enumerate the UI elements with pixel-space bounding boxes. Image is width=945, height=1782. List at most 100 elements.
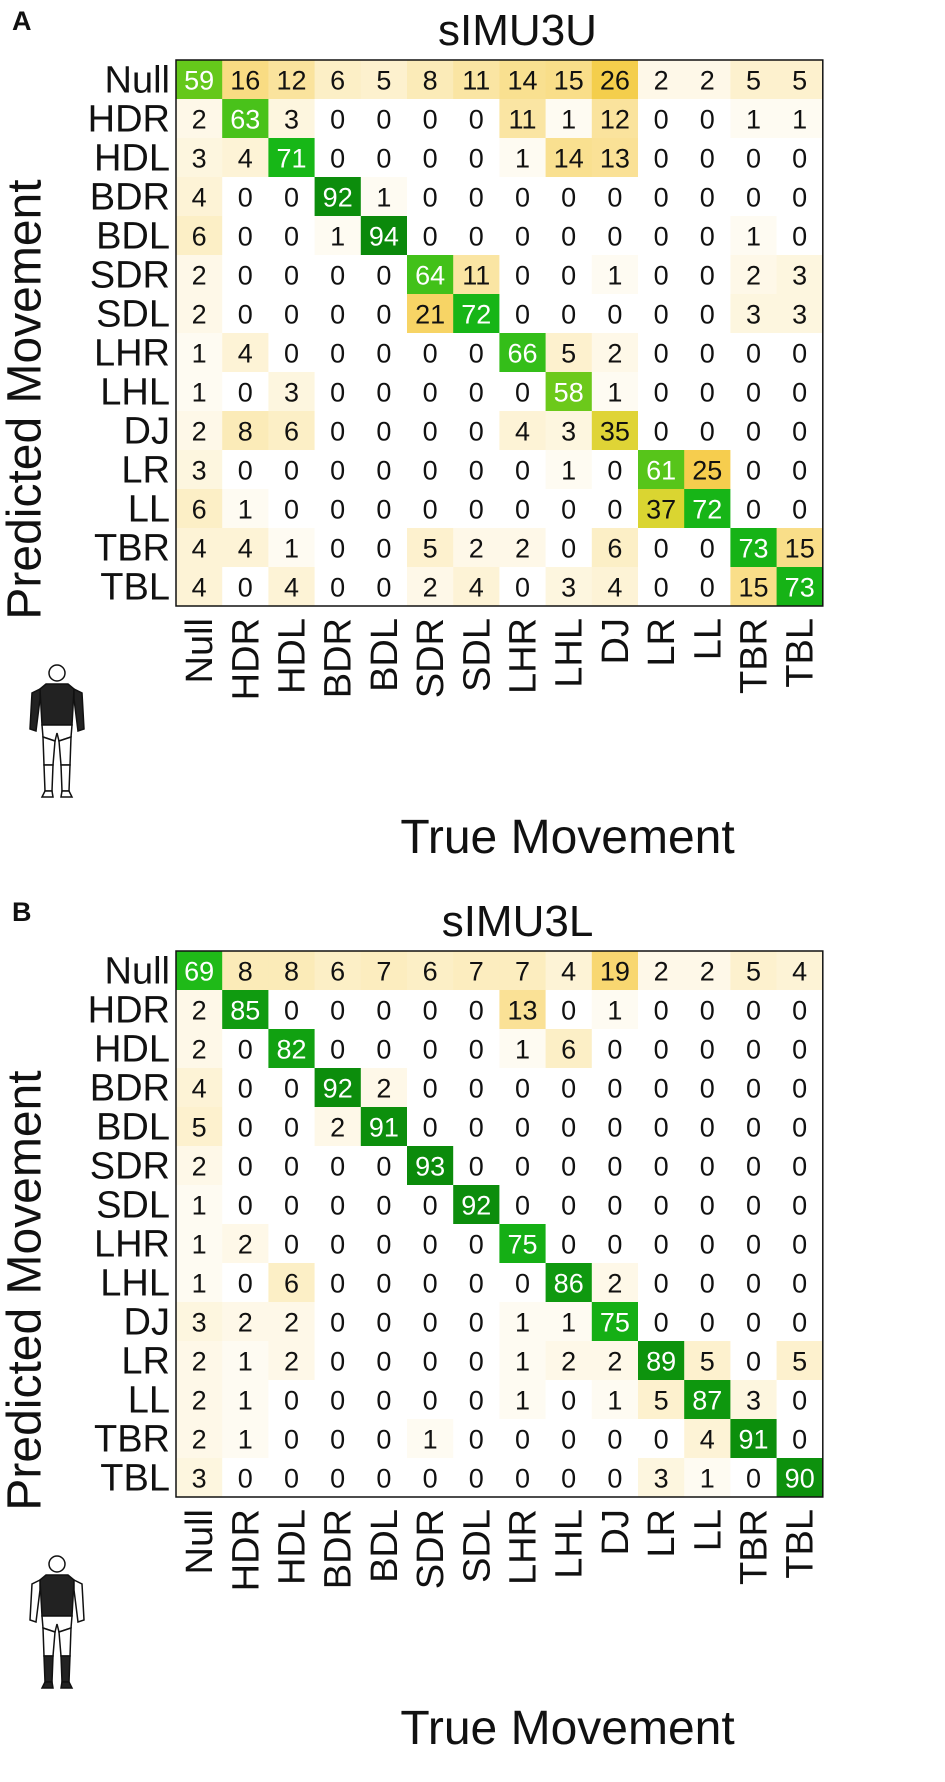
matrix-cell <box>314 138 362 178</box>
cell-value: 8 <box>284 957 299 987</box>
matrix-cell <box>499 1380 547 1420</box>
matrix-cell <box>176 255 223 295</box>
matrix-cell <box>684 1029 731 1069</box>
matrix-cell <box>176 489 223 529</box>
matrix-cell <box>268 951 316 991</box>
cell-value: 1 <box>561 1308 576 1338</box>
matrix-cell <box>407 1224 454 1264</box>
matrix-cell <box>222 99 269 139</box>
matrix-cell <box>314 1146 362 1186</box>
cell-value: 0 <box>654 105 669 135</box>
matrix-cell <box>268 1458 316 1498</box>
matrix-cell <box>314 60 362 100</box>
matrix-cell <box>407 1263 454 1303</box>
matrix-cell <box>638 60 685 100</box>
matrix-cell <box>730 1419 778 1459</box>
cell-value: 0 <box>238 1464 253 1494</box>
matrix-cell <box>684 450 731 490</box>
matrix-cell <box>268 489 316 529</box>
cell-value: 2 <box>700 957 715 987</box>
cell-value: 0 <box>376 456 391 486</box>
cell-value: 3 <box>192 144 207 174</box>
cell-value: 58 <box>554 378 584 408</box>
cell-value: 0 <box>423 1191 438 1221</box>
chart-title: sIMU3U <box>438 6 597 55</box>
cell-value: 0 <box>561 183 576 213</box>
matrix-cell <box>407 411 454 451</box>
matrix-cell <box>499 372 547 412</box>
matrix-cell <box>776 489 824 529</box>
matrix-cell <box>591 489 639 529</box>
cell-value: 0 <box>515 222 530 252</box>
cell-value: 0 <box>469 1074 484 1104</box>
row-label: LR <box>121 1341 170 1383</box>
row-label: BDR <box>90 1068 170 1110</box>
row-label: LR <box>121 450 170 492</box>
column-label: SDL <box>456 1509 498 1583</box>
matrix-cell <box>407 528 454 568</box>
cell-value: 2 <box>192 300 207 330</box>
cell-value: 0 <box>284 222 299 252</box>
matrix-cell <box>638 567 685 607</box>
cell-value: 64 <box>415 261 445 291</box>
cell-value: 0 <box>376 300 391 330</box>
cell-value: 87 <box>692 1386 722 1416</box>
column-label: HDR <box>225 1509 267 1591</box>
cell-value: 0 <box>746 1464 761 1494</box>
matrix-cell <box>360 1263 408 1303</box>
cell-value: 4 <box>469 573 484 603</box>
matrix-cell <box>499 528 547 568</box>
cell-value: 0 <box>376 1347 391 1377</box>
cell-value: 0 <box>607 1425 622 1455</box>
cell-value: 0 <box>469 1035 484 1065</box>
cell-value: 0 <box>238 222 253 252</box>
cell-value: 0 <box>423 1308 438 1338</box>
cell-value: 2 <box>330 1113 345 1143</box>
matrix-cell <box>591 528 639 568</box>
cell-value: 0 <box>284 339 299 369</box>
cell-value: 0 <box>469 1230 484 1260</box>
cell-value: 0 <box>284 456 299 486</box>
matrix-cell <box>776 372 824 412</box>
column-label: HDL <box>272 618 314 694</box>
cell-value: 0 <box>330 261 345 291</box>
column-label: BDR <box>318 1509 360 1589</box>
matrix-cell <box>360 1302 408 1342</box>
cell-value: 5 <box>700 1347 715 1377</box>
matrix-cell <box>499 1146 547 1186</box>
panel-b: B sIMU3L Predicted Movement 69 8 8 6 7 6 7 7 4 19… <box>0 891 945 1782</box>
cell-value: 0 <box>284 1386 299 1416</box>
cell-value: 0 <box>607 1191 622 1221</box>
matrix-cell <box>176 372 223 412</box>
cell-value: 0 <box>284 1191 299 1221</box>
matrix-cell <box>453 177 500 217</box>
matrix-cell <box>453 1185 500 1225</box>
matrix-cell <box>684 333 731 373</box>
cell-value: 0 <box>330 144 345 174</box>
cell-value: 1 <box>746 105 761 135</box>
matrix-cell <box>360 567 408 607</box>
cell-value: 1 <box>515 1386 530 1416</box>
matrix-cell <box>268 1224 316 1264</box>
cell-value: 0 <box>423 222 438 252</box>
matrix-cell <box>407 1068 454 1108</box>
cell-value: 0 <box>700 1269 715 1299</box>
cell-value: 8 <box>423 66 438 96</box>
matrix-cell <box>268 1380 316 1420</box>
matrix-cell <box>545 450 593 490</box>
matrix-cell <box>453 528 500 568</box>
matrix-cell <box>684 216 731 256</box>
cell-value: 6 <box>192 222 207 252</box>
cell-value: 0 <box>238 1191 253 1221</box>
matrix-cell <box>591 1302 639 1342</box>
matrix-cell <box>776 60 824 100</box>
cell-value: 0 <box>284 1230 299 1260</box>
matrix-cell <box>730 333 778 373</box>
cell-value: 0 <box>423 417 438 447</box>
cell-value: 0 <box>746 1347 761 1377</box>
cell-value: 0 <box>792 1425 807 1455</box>
matrix-cell <box>638 216 685 256</box>
matrix-cell <box>176 1185 223 1225</box>
cell-value: 0 <box>561 996 576 1026</box>
cell-value: 0 <box>330 1191 345 1221</box>
